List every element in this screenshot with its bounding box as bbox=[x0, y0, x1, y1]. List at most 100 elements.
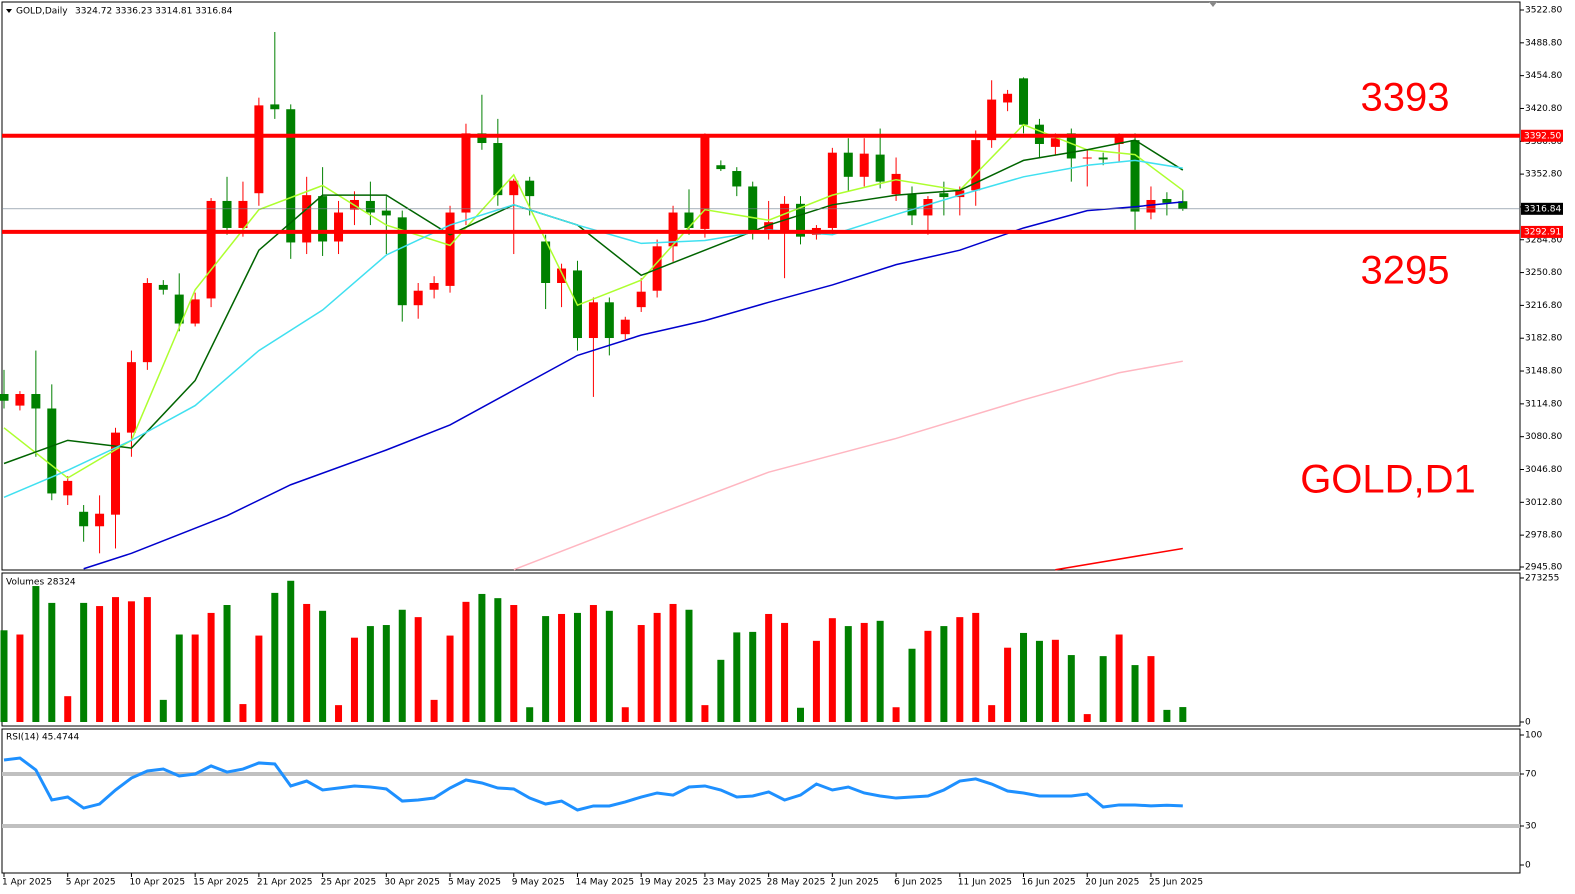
annotation: 3295 bbox=[1361, 249, 1450, 293]
volume-bar bbox=[1035, 640, 1043, 722]
y-tick-label: 3046.80 bbox=[1525, 465, 1562, 475]
x-tick-label: 19 May 2025 bbox=[639, 878, 698, 888]
volume-bar bbox=[605, 610, 613, 722]
y-tick-label: 3080.80 bbox=[1525, 432, 1562, 442]
volume-bar bbox=[175, 634, 183, 722]
candle-body bbox=[875, 154, 885, 182]
volume-bar bbox=[319, 610, 327, 722]
x-tick-label: 5 Apr 2025 bbox=[66, 878, 116, 888]
shift-marker bbox=[1209, 2, 1217, 7]
level-label: 3292.91 bbox=[1524, 227, 1561, 237]
volume-bar bbox=[749, 631, 757, 722]
y-tick-label: 3216.80 bbox=[1525, 301, 1562, 311]
candle-body bbox=[190, 299, 200, 324]
volume-bar bbox=[478, 593, 486, 722]
volume-bar bbox=[956, 617, 964, 722]
volume-bar bbox=[781, 622, 789, 722]
candle-body bbox=[365, 200, 375, 213]
level-tag bbox=[1521, 225, 1563, 238]
volume-bar bbox=[765, 613, 773, 722]
y-tick-label: 3454.80 bbox=[1525, 71, 1562, 81]
candle-body bbox=[907, 194, 917, 216]
volume-bar bbox=[589, 605, 597, 722]
candle-body bbox=[126, 362, 136, 433]
volume-bar bbox=[573, 612, 581, 722]
candle-body bbox=[142, 282, 152, 363]
candle-body bbox=[397, 217, 407, 306]
candle-body bbox=[493, 143, 503, 196]
candle-body bbox=[827, 152, 837, 228]
volume-bar bbox=[350, 637, 358, 722]
candle-body bbox=[923, 199, 933, 216]
y-tick-label: 3250.80 bbox=[1525, 268, 1562, 278]
menu-arrow bbox=[6, 9, 12, 13]
volume-bar bbox=[446, 635, 454, 722]
y-tick-label: 3522.80 bbox=[1525, 6, 1562, 16]
volume-bar bbox=[972, 612, 980, 722]
moving-average bbox=[513, 360, 1183, 571]
y-tick-label: 2945.80 bbox=[1525, 563, 1562, 573]
y-tick-label: 2978.80 bbox=[1525, 531, 1562, 541]
y-tick-label: 3012.80 bbox=[1525, 498, 1562, 508]
candle-body bbox=[636, 291, 646, 308]
candle-body bbox=[987, 99, 997, 141]
ohlc-header: 3324.72 3336.23 3314.81 3316.84 bbox=[75, 7, 233, 17]
volume-bar bbox=[860, 622, 868, 722]
candle-body bbox=[541, 241, 551, 283]
candle-body bbox=[557, 268, 567, 283]
volume-bar bbox=[717, 659, 725, 722]
candle-body bbox=[461, 133, 471, 213]
volume-bar bbox=[988, 705, 996, 722]
volume-bar bbox=[1147, 656, 1155, 722]
moving-average bbox=[83, 201, 1183, 570]
y-tick-label: 0 bbox=[1525, 718, 1531, 728]
volume-bar bbox=[797, 707, 804, 722]
volume-bar bbox=[844, 626, 852, 722]
volume-bar bbox=[1099, 656, 1107, 722]
candle-body bbox=[1003, 93, 1013, 103]
x-tick-label: 14 May 2025 bbox=[575, 878, 634, 888]
volume-bar bbox=[1131, 665, 1139, 722]
candle-body bbox=[174, 294, 184, 324]
volume-bar bbox=[255, 635, 263, 722]
candle-body bbox=[429, 282, 439, 290]
y-tick-label: 3488.80 bbox=[1525, 38, 1562, 48]
candle-body bbox=[334, 212, 344, 242]
x-tick-label: 10 Apr 2025 bbox=[129, 878, 185, 888]
x-tick-label: 6 Jun 2025 bbox=[894, 878, 942, 888]
volume-bar bbox=[542, 616, 550, 722]
candle-body bbox=[158, 284, 168, 290]
candle-body bbox=[971, 140, 981, 191]
chart-title: GOLD,Daily bbox=[16, 7, 68, 17]
volume-bar bbox=[207, 612, 215, 722]
candle-body bbox=[1066, 133, 1076, 159]
moving-average bbox=[3, 139, 1184, 465]
volume-bar bbox=[1004, 647, 1012, 722]
volume-bar bbox=[335, 705, 343, 722]
volume-bar bbox=[287, 580, 295, 722]
y-tick-label: 3386.80 bbox=[1525, 137, 1562, 147]
candle-body bbox=[95, 513, 105, 527]
candle-body bbox=[206, 200, 216, 299]
annotation: 3393 bbox=[1361, 76, 1450, 120]
candle-body bbox=[79, 511, 89, 527]
volume-bar bbox=[685, 609, 693, 722]
candle-body bbox=[955, 190, 965, 198]
y-tick-label: 3148.80 bbox=[1525, 367, 1562, 377]
y-tick-label: 3182.80 bbox=[1525, 334, 1562, 344]
candle-body bbox=[891, 173, 901, 195]
candle-body bbox=[780, 203, 790, 231]
candle-body bbox=[588, 302, 598, 339]
rsi-panel bbox=[1, 728, 1521, 874]
x-tick-label: 30 Apr 2025 bbox=[384, 878, 440, 888]
y-tick-label: 30 bbox=[1525, 822, 1537, 832]
x-tick-label: 25 Jun 2025 bbox=[1149, 878, 1203, 888]
candle-body bbox=[764, 222, 774, 232]
y-tick-label: 100 bbox=[1525, 731, 1542, 741]
candle-body bbox=[381, 210, 391, 216]
volume-bar bbox=[430, 699, 438, 722]
annotation: GOLD,D1 bbox=[1300, 458, 1476, 502]
candle-body bbox=[286, 109, 296, 243]
x-tick-label: 16 Jun 2025 bbox=[1022, 878, 1076, 888]
y-tick-label: 273255 bbox=[1525, 574, 1559, 584]
